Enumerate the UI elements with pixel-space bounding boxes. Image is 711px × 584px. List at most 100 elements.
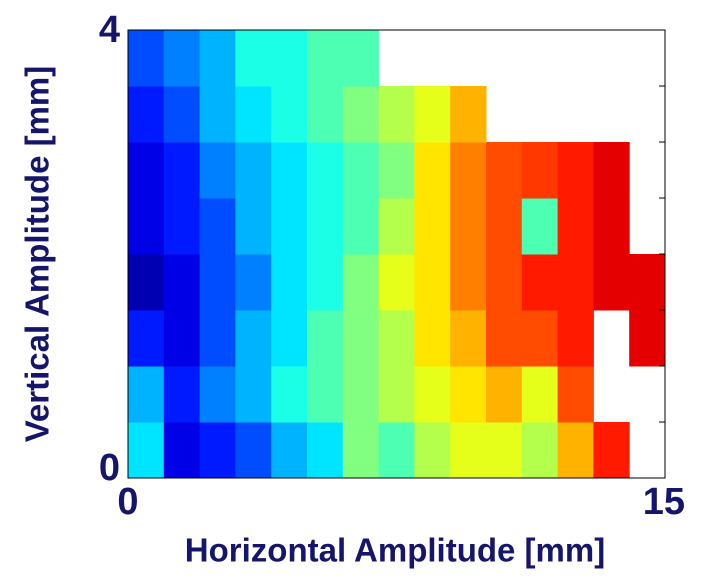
heat-cell xyxy=(307,254,344,311)
heat-cell xyxy=(378,86,415,143)
heat-cell xyxy=(163,142,201,199)
heat-cell xyxy=(450,86,487,143)
heat-cell xyxy=(199,366,236,423)
x-axis-label: Horizontal Amplitude [mm] xyxy=(185,532,605,569)
heat-cell xyxy=(271,254,308,311)
heat-cell xyxy=(486,198,523,255)
heat-cell xyxy=(128,310,165,367)
heat-cell xyxy=(128,366,165,423)
heat-cell xyxy=(307,86,344,143)
heat-cell xyxy=(414,142,451,199)
heat-cell xyxy=(557,254,594,311)
heat-cell xyxy=(199,142,236,199)
heat-cell xyxy=(450,422,487,479)
heat-cell xyxy=(414,254,451,311)
heat-cell xyxy=(235,254,272,311)
heat-cell xyxy=(378,198,415,255)
heat-cell xyxy=(557,366,594,423)
heat-cell xyxy=(128,30,165,87)
heat-cell xyxy=(163,422,201,479)
heat-cell xyxy=(235,86,272,143)
heat-cell xyxy=(378,254,415,311)
heat-cell xyxy=(163,310,201,367)
heat-cell xyxy=(235,422,272,479)
heat-cell xyxy=(486,310,523,367)
heat-cell xyxy=(199,422,236,479)
x-tick-label: 0 xyxy=(117,481,138,523)
heat-cell xyxy=(521,142,559,199)
heat-cell xyxy=(307,198,344,255)
heat-cell xyxy=(235,310,272,367)
heat-cell xyxy=(199,254,236,311)
heat-cell xyxy=(450,142,487,199)
heat-cell xyxy=(342,198,380,255)
heat-cell xyxy=(378,142,415,199)
heat-cell xyxy=(163,198,201,255)
heat-cell xyxy=(163,254,201,311)
heat-cell xyxy=(414,422,451,479)
x-tick-label: 15 xyxy=(643,481,685,523)
heat-cell xyxy=(235,366,272,423)
heat-cell xyxy=(128,142,165,199)
heat-cell xyxy=(271,366,308,423)
heat-cell xyxy=(593,198,630,255)
heat-cell xyxy=(163,30,201,87)
heat-cell xyxy=(271,142,308,199)
heat-cell xyxy=(450,254,487,311)
heat-cell xyxy=(450,366,487,423)
heat-cell xyxy=(593,142,630,199)
heat-cell xyxy=(378,366,415,423)
heat-cell xyxy=(414,366,451,423)
heat-cell xyxy=(521,254,559,311)
heat-cell xyxy=(486,142,523,199)
heat-cell xyxy=(629,254,666,311)
heat-cell xyxy=(629,310,666,367)
heat-cell xyxy=(128,86,165,143)
heat-cell xyxy=(486,422,523,479)
heat-cell xyxy=(342,254,380,311)
heat-cell xyxy=(450,198,487,255)
heat-cell xyxy=(307,422,344,479)
y-tick-label: 4 xyxy=(99,9,120,51)
heat-cell xyxy=(521,422,559,479)
heat-cell xyxy=(235,142,272,199)
heat-cell xyxy=(199,198,236,255)
heat-cell xyxy=(378,422,415,479)
heat-cell xyxy=(414,198,451,255)
heat-cell xyxy=(342,366,380,423)
heat-cell xyxy=(342,86,380,143)
heat-cell xyxy=(486,254,523,311)
heat-cell xyxy=(271,86,308,143)
heat-cell xyxy=(342,310,380,367)
heat-cell xyxy=(557,310,594,367)
heat-cell xyxy=(307,142,344,199)
heat-cell xyxy=(557,422,594,479)
heat-cell xyxy=(593,254,630,311)
heat-cell xyxy=(378,310,415,367)
heat-cell xyxy=(307,30,344,87)
heat-cell xyxy=(271,30,308,87)
heat-cell xyxy=(199,86,236,143)
heat-cell xyxy=(271,198,308,255)
heat-cell xyxy=(235,30,272,87)
heat-cell xyxy=(128,254,165,311)
y-axis-label: Vertical Amplitude [mm] xyxy=(19,66,56,443)
heat-cell xyxy=(271,310,308,367)
heat-cell xyxy=(163,366,201,423)
heat-cell xyxy=(521,366,559,423)
heat-cell xyxy=(342,142,380,199)
heat-cell xyxy=(199,310,236,367)
heat-cell xyxy=(307,366,344,423)
heat-cell xyxy=(521,310,559,367)
heat-cell xyxy=(414,310,451,367)
heat-cell xyxy=(342,30,380,87)
heat-cell xyxy=(593,422,630,479)
heat-cell xyxy=(163,86,201,143)
heat-cell xyxy=(235,198,272,255)
y-tick-label: 0 xyxy=(99,447,120,489)
heat-cell xyxy=(557,198,594,255)
heat-cell xyxy=(128,422,165,479)
heat-cell xyxy=(271,422,308,479)
